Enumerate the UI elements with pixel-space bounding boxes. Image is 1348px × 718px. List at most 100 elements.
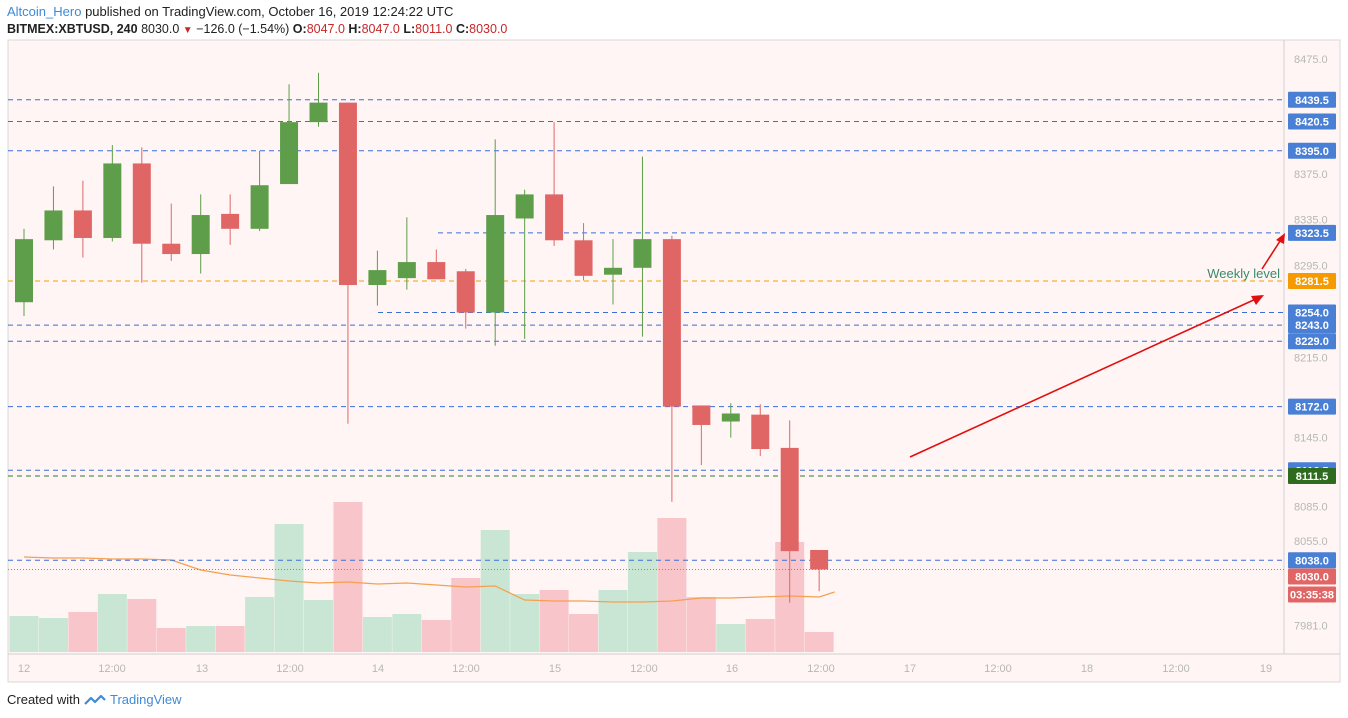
volume-bar [657,518,687,652]
volume-bar [686,597,716,652]
candle-bearish [751,414,770,450]
x-tick-label: 15 [549,663,561,675]
price-level-tag [1288,91,1336,108]
candle-bearish [780,447,799,552]
candle-bullish [633,239,652,268]
candle-bearish [545,194,564,241]
open-label: O: [292,22,307,36]
x-tick-label: 12:00 [630,663,658,675]
volume-bar [127,599,157,652]
chart-frame [7,39,1341,683]
price-level-label: 8395.0 [1295,146,1329,158]
price-level-tag [1288,398,1336,415]
volume-bar [745,619,775,652]
price-level-tag [1288,317,1336,334]
trend-arrow-line [909,297,1259,458]
price-level-label: 8229.0 [1295,336,1329,348]
volume-bar [510,594,540,652]
footer: Created with TradingView [7,692,182,707]
tradingview-brand[interactable]: TradingView [109,692,182,707]
volume-bar [186,626,216,652]
volume-bar [451,578,481,652]
candle-bearish [73,210,92,238]
y-tick-label: 8055.0 [1294,536,1328,548]
x-tick-label: 12:00 [452,663,480,675]
volume-bar [421,620,451,652]
countdown-tag [1288,586,1336,603]
y-tick-label: 8215.0 [1294,352,1328,364]
publish-header: Altcoin_Hero published on TradingView.co… [7,4,453,19]
tradingview-logo-icon [84,694,106,705]
price-change: −126.0 (−1.54%) [196,22,290,36]
created-with-label: Created with [7,692,80,707]
y-tick-label: 8335.0 [1294,215,1328,227]
volume-bar [392,614,422,652]
weekly-arrow-head [1276,233,1285,244]
candle-bearish [662,239,681,407]
price-level-label: 8172.0 [1295,402,1329,414]
current-price-tag [1288,568,1336,585]
price-level-tag [1288,552,1336,569]
x-tick-label: 13 [196,663,208,675]
candle-bearish [692,405,711,425]
candle-bullish [44,210,63,241]
volume-bar [804,632,834,652]
candle-bullish [486,215,505,313]
x-tick-label: 16 [726,663,738,675]
volume-bar [215,626,245,652]
candle-bullish [191,215,210,255]
y-tick-label: 8085.0 [1294,501,1328,513]
close-label: C: [455,22,470,36]
x-tick-label: 18 [1081,663,1093,675]
x-tick-label: 12:00 [98,663,126,675]
candle-bullish [309,102,328,123]
current-price-label: 8030.0 [1295,571,1329,583]
down-arrow-icon: ▼ [182,25,193,36]
trend-arrow-head [1251,295,1264,305]
volume-bar [304,600,333,652]
close-value: 8030.0 [469,22,508,36]
author-link[interactable]: Altcoin_Hero [7,4,82,19]
weekly-arrow-line [1261,237,1283,270]
last-price: 8030.0 [141,22,180,36]
low-label: L: [403,22,416,36]
volume-bar [97,594,127,652]
candle-bullish [103,163,122,238]
price-level-label: 8439.5 [1295,95,1329,107]
price-level-tag [1288,273,1336,289]
y-tick-label: 7981.0 [1294,621,1328,633]
candle-bullish [397,262,416,279]
price-level-label: 8281.5 [1295,276,1329,288]
candle-bullish [280,122,299,185]
candle-bearish [338,102,357,286]
candle-bullish [515,194,534,219]
volume-ma-line [23,556,835,603]
volume-bar [9,616,39,652]
high-value: 8047.0 [361,22,400,36]
candle-bullish [250,185,269,229]
candle-bullish [721,413,740,422]
volume-bar [362,617,392,652]
candle-bearish [221,213,240,229]
price-level-tag [1288,468,1336,484]
price-level-label: 8254.0 [1295,308,1329,320]
y-tick-label: 8375.0 [1294,169,1328,181]
high-label: H: [348,22,362,36]
volume-bar [274,524,304,652]
price-level-tag [1288,142,1336,159]
x-tick-label: 12 [18,663,30,675]
price-level-label: 8111.5 [1296,471,1328,483]
price-level-tag [1288,333,1336,350]
volume-bar [598,590,628,652]
x-tick-label: 12:00 [276,663,304,675]
x-tick-label: 12:00 [1162,663,1190,675]
volume-bar [38,618,68,652]
candle-bearish [456,271,475,313]
volume-bar [68,612,98,652]
price-level-tag [1288,304,1336,321]
publish-info: published on TradingView.com, October 16… [85,4,454,19]
volume-bar [245,597,275,652]
volume-bar [716,624,746,652]
ohlc-bar: BITMEX:XBTUSD, 240 8030.0 ▼ −126.0 (−1.5… [7,22,507,36]
